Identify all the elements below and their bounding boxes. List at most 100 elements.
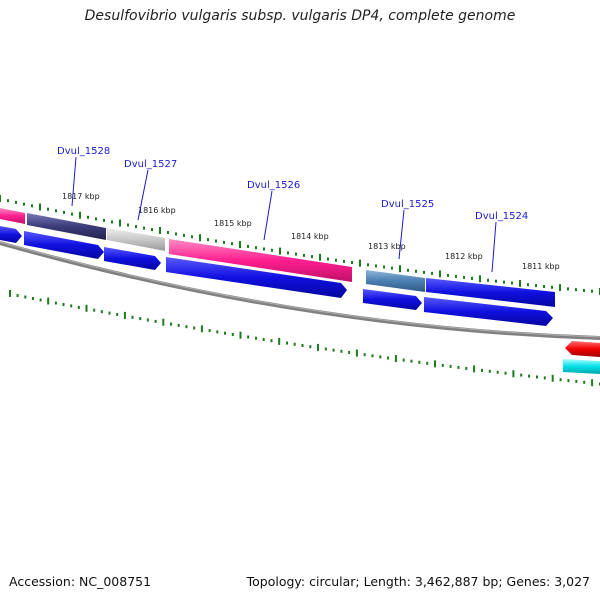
outer-ruler-tick bbox=[103, 218, 105, 222]
inner-ruler-tick bbox=[70, 304, 73, 308]
inner-ruler-tick bbox=[131, 315, 134, 319]
outer-ruler-tick bbox=[15, 200, 17, 204]
outer-ruler-tick bbox=[175, 232, 177, 236]
inner-ruler-tick bbox=[434, 360, 436, 368]
cds-arrow-1[interactable] bbox=[0, 226, 22, 243]
outer-ruler-tick bbox=[63, 210, 65, 214]
inner-ruler-tick bbox=[355, 349, 358, 357]
inner-ruler-tick bbox=[200, 325, 203, 333]
outer-ruler-tick bbox=[271, 248, 273, 252]
outer-ruler-tick bbox=[367, 263, 369, 267]
outer-ruler-tick bbox=[463, 275, 465, 279]
outer-ruler-tick bbox=[255, 246, 257, 250]
feature-steel[interactable] bbox=[366, 270, 425, 292]
cds-arrow-5[interactable] bbox=[363, 289, 422, 310]
outer-ruler-tick bbox=[23, 202, 25, 206]
inner-ruler-tick bbox=[426, 361, 429, 365]
outer-ruler-tick bbox=[415, 269, 417, 273]
feature-cyan[interactable] bbox=[563, 359, 600, 374]
outer-ruler-tick bbox=[199, 234, 201, 242]
outer-ruler-tick bbox=[351, 261, 353, 264]
outer-ruler-tick bbox=[31, 204, 33, 208]
inner-ruler-tick bbox=[162, 318, 165, 326]
outer-ruler-tick bbox=[119, 219, 121, 227]
kbp-labels: 1817 kbp 1816 kbp 1815 kbp 1814 kbp 1813… bbox=[62, 192, 560, 271]
kbp-label-1813: 1813 kbp bbox=[368, 242, 406, 251]
inner-ruler-tick bbox=[54, 301, 57, 305]
inner-ruler-tick bbox=[177, 323, 180, 327]
leader-line-dvul-1527 bbox=[137, 169, 149, 221]
inner-ruler-tick bbox=[286, 341, 288, 345]
outer-ruler-tick bbox=[191, 235, 193, 239]
outer-ruler-tick bbox=[55, 209, 57, 213]
inner-ruler-tick bbox=[39, 298, 42, 302]
outer-ruler-tick bbox=[487, 278, 489, 282]
inner-ruler-tick bbox=[457, 365, 460, 369]
outer-ruler-tick bbox=[135, 225, 137, 229]
outer-ruler-tick bbox=[551, 285, 553, 289]
outer-ruler-tick bbox=[383, 265, 385, 269]
outer-ruler-tick bbox=[535, 284, 537, 288]
cds-arrow-6[interactable] bbox=[424, 297, 553, 326]
feature-magenta-left[interactable] bbox=[0, 208, 25, 224]
feature-grey[interactable] bbox=[107, 228, 165, 251]
outer-ruler-tick bbox=[231, 242, 233, 246]
outer-ruler-tick bbox=[439, 270, 441, 278]
inner-ruler-tick bbox=[465, 366, 468, 370]
cds-arrow-3[interactable] bbox=[104, 247, 161, 270]
gene-label-dvul-1528[interactable]: Dvul_1528 bbox=[57, 146, 110, 157]
outer-ruler-tick bbox=[407, 268, 409, 272]
inner-ruler-tick bbox=[332, 348, 335, 352]
inner-ruler-tick bbox=[309, 345, 312, 349]
outer-ruler-tick bbox=[183, 233, 185, 237]
inner-ruler-tick bbox=[239, 331, 242, 339]
genome-backbone-highlight bbox=[0, 241, 600, 338]
feature-blue-upper[interactable] bbox=[426, 278, 555, 307]
kbp-label-1815: 1815 kbp bbox=[214, 219, 252, 228]
inner-ruler-tick bbox=[77, 305, 80, 309]
inner-ruler-tick bbox=[567, 379, 570, 383]
inner-ruler-tick bbox=[216, 330, 219, 334]
leader-line-dvul-1524 bbox=[491, 221, 497, 273]
feature-red[interactable] bbox=[565, 341, 600, 357]
outer-ruler-tick bbox=[495, 279, 497, 283]
outer-ruler-tick bbox=[503, 280, 505, 284]
inner-ruler-tick bbox=[317, 343, 319, 351]
inner-ruler-tick bbox=[193, 326, 196, 330]
outer-ruler-tick bbox=[591, 289, 593, 293]
outer-ruler-tick bbox=[247, 244, 249, 248]
inner-ruler-tick bbox=[278, 337, 281, 345]
inner-ruler-tick bbox=[394, 355, 397, 363]
outer-ruler-tick bbox=[343, 259, 345, 263]
outer-ruler-tick bbox=[207, 238, 209, 242]
outer-ruler-tick bbox=[471, 276, 473, 280]
outer-ruler-tick bbox=[7, 199, 9, 203]
inner-ruler-tick bbox=[379, 355, 382, 359]
outer-ruler-tick bbox=[143, 226, 145, 230]
inner-ruler-tick bbox=[16, 294, 19, 297]
outer-ruler-tick bbox=[455, 274, 457, 278]
inner-ruler-tick bbox=[496, 370, 499, 374]
gene-label-dvul-1527[interactable]: Dvul_1527 bbox=[124, 159, 177, 170]
outer-ruler-tick bbox=[159, 227, 161, 234]
outer-ruler-tick bbox=[391, 266, 393, 270]
gene-label-dvul-1526[interactable]: Dvul_1526 bbox=[247, 180, 300, 191]
feature-magenta[interactable] bbox=[169, 239, 352, 282]
gene-label-dvul-1524[interactable]: Dvul_1524 bbox=[475, 211, 528, 222]
feature-navy[interactable] bbox=[27, 213, 106, 240]
outer-ruler-tick bbox=[0, 195, 1, 202]
inner-ruler-tick bbox=[47, 297, 50, 305]
outer-ruler-tick bbox=[431, 271, 433, 275]
outer-ruler-tick bbox=[263, 247, 265, 251]
gene-label-dvul-1525[interactable]: Dvul_1525 bbox=[381, 199, 434, 210]
outer-ruler-tick bbox=[335, 258, 337, 262]
inner-ruler-tick bbox=[170, 322, 172, 326]
outer-ruler-tick bbox=[359, 259, 361, 267]
cds-arrow-4[interactable] bbox=[166, 257, 347, 298]
cds-arrow-2[interactable] bbox=[24, 231, 104, 259]
inner-ruler-tick bbox=[504, 371, 507, 375]
inner-ruler-tick bbox=[575, 379, 578, 383]
accession-label: Accession: NC_008751 bbox=[9, 574, 152, 589]
inner-ruler-tick bbox=[24, 295, 27, 299]
